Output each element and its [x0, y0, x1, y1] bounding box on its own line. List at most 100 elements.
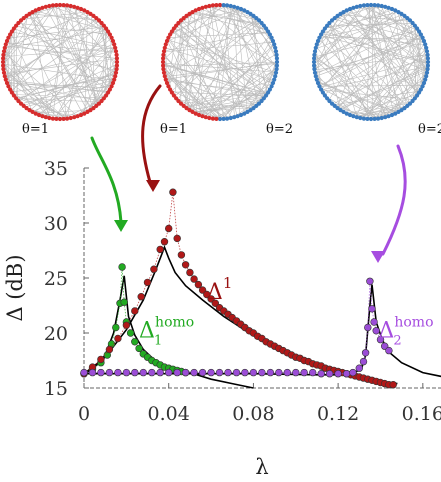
label-subscript: 2 — [393, 333, 401, 348]
data-point — [135, 344, 143, 353]
data-point — [309, 368, 317, 377]
data-point — [194, 280, 203, 289]
x-tick-label: 0.04 — [148, 403, 190, 425]
theta-label: θ=2 — [266, 122, 293, 137]
data-point — [148, 368, 156, 377]
data-point — [88, 368, 97, 377]
arrow-head — [146, 180, 160, 192]
data-point — [366, 277, 374, 285]
data-point — [137, 293, 145, 301]
data-point — [283, 368, 291, 377]
network-nodes — [160, 2, 280, 122]
data-point — [165, 224, 173, 233]
theta-label: θ=1 — [160, 122, 187, 137]
theory-delta1 — [83, 244, 398, 385]
data-point — [105, 368, 114, 377]
data-point — [160, 238, 169, 246]
label-subscript: 1 — [154, 333, 162, 348]
data-point — [126, 329, 135, 337]
theory-delta2-homo — [84, 284, 441, 378]
data-point — [156, 368, 164, 377]
data-point — [215, 368, 224, 377]
theta-label: θ=1 — [22, 122, 49, 137]
x-tick-label: 0 — [78, 403, 90, 425]
data-point — [342, 370, 351, 378]
label-base: Δ — [207, 280, 223, 305]
data-point — [131, 338, 139, 346]
data-point — [173, 368, 181, 377]
y-tick-label: 30 — [44, 213, 68, 235]
data-point — [266, 368, 275, 377]
data-point — [317, 370, 325, 378]
data-point — [105, 345, 114, 354]
data-points — [80, 188, 397, 389]
network-diagrams: θ=1 θ=1 θ=2 θ=2 — [0, 2, 441, 137]
theta-label: θ=2 — [418, 122, 441, 137]
data-point — [389, 381, 397, 389]
data-point — [143, 278, 152, 287]
data-point — [385, 346, 393, 355]
data-point — [198, 368, 207, 377]
y-tick-label: 35 — [44, 158, 68, 180]
x-tick-label: 0.12 — [317, 403, 359, 425]
data-point — [207, 368, 215, 377]
y-tick-label: 20 — [44, 323, 68, 345]
data-point — [241, 368, 249, 377]
data-point — [150, 265, 158, 273]
data-point — [275, 368, 283, 377]
label-superscript: 1 — [223, 274, 233, 292]
data-point — [122, 321, 131, 329]
data-point — [300, 368, 308, 377]
arrow-2 — [141, 84, 162, 192]
data-point — [114, 334, 122, 343]
data-point — [181, 261, 190, 269]
y-tick-label: 15 — [44, 378, 68, 400]
y-tick-label: 25 — [44, 268, 68, 290]
data-point — [97, 355, 105, 364]
data-point — [249, 368, 258, 377]
data-point — [203, 290, 211, 299]
data-point — [186, 268, 194, 277]
data-point — [368, 305, 376, 313]
data-point — [359, 357, 368, 366]
data-point — [370, 318, 378, 326]
data-point — [372, 327, 380, 335]
data-point — [131, 307, 139, 315]
data-point — [292, 368, 300, 377]
data-point — [173, 234, 181, 243]
data-point — [156, 245, 164, 254]
data-point — [190, 275, 198, 283]
series-1 — [80, 188, 397, 389]
network-nodes — [311, 2, 431, 122]
data-point — [349, 368, 357, 377]
data-point — [334, 370, 342, 378]
network-nodes — [0, 2, 120, 122]
ticks: 15 20 25 30 35 0 0.04 0.08 0.12 0.16 — [44, 158, 441, 425]
arrow-head — [371, 251, 385, 263]
label-superscript: homo — [394, 314, 433, 330]
data-point — [165, 368, 173, 377]
data-point — [118, 263, 126, 271]
data-point — [177, 251, 186, 259]
x-tick-label: 0.16 — [402, 403, 441, 425]
data-point — [361, 349, 370, 357]
data-point — [325, 370, 334, 378]
data-point — [131, 368, 139, 377]
series-connector — [83, 192, 394, 386]
data-point — [224, 368, 232, 377]
data-point — [258, 368, 266, 377]
data-point — [355, 364, 363, 372]
data-point — [80, 368, 88, 377]
series-connector — [84, 281, 390, 375]
label-base: Δ — [378, 318, 394, 343]
axes: Δ (dB) λ — [3, 168, 441, 479]
data-point — [122, 368, 131, 377]
data-point — [139, 368, 148, 377]
label-base: Δ — [139, 318, 155, 343]
